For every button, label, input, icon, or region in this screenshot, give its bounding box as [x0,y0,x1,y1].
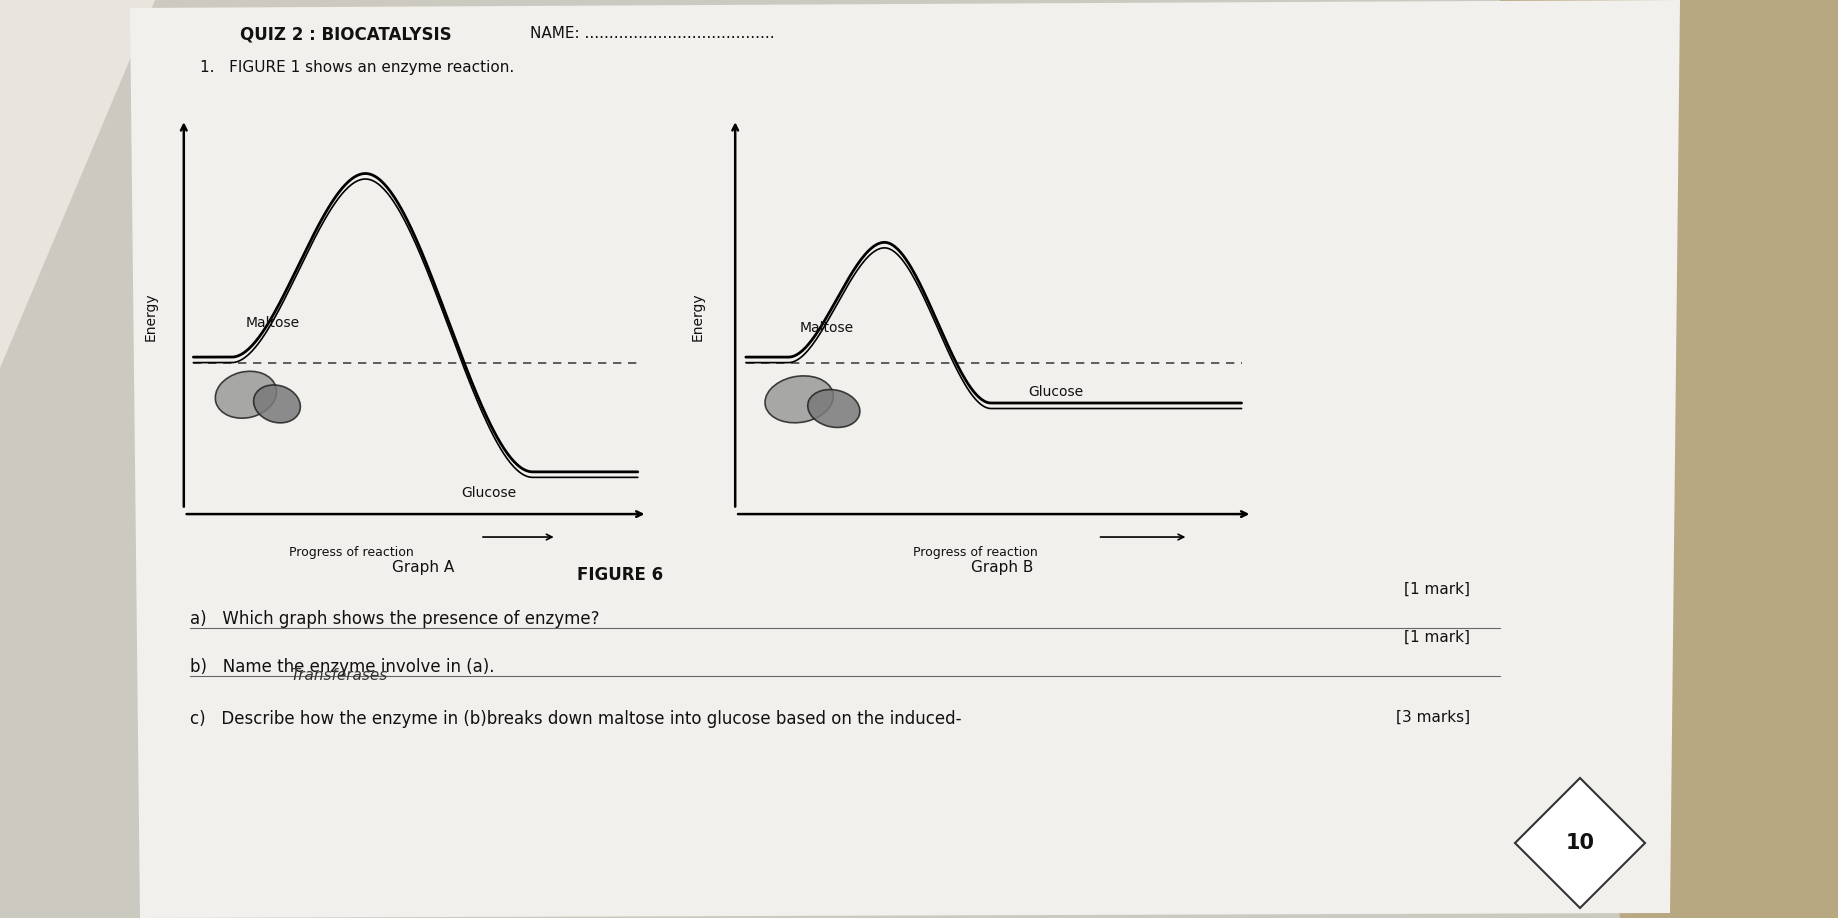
Text: Glucose: Glucose [461,487,516,500]
Text: [1 mark]: [1 mark] [1404,630,1470,645]
Text: Graph B: Graph B [970,560,1033,575]
Text: Graph A: Graph A [391,560,454,575]
Text: b)   Name the enzyme involve in (a).: b) Name the enzyme involve in (a). [189,658,494,676]
Ellipse shape [254,385,300,423]
Text: Energy: Energy [143,293,158,341]
Polygon shape [1500,0,1838,918]
Text: [1 mark]: [1 mark] [1404,582,1470,597]
Text: FIGURE 6: FIGURE 6 [577,566,664,584]
Text: Maltose: Maltose [800,321,853,335]
Text: Maltose: Maltose [246,317,300,330]
Text: Energy: Energy [691,293,706,341]
Ellipse shape [215,371,276,419]
Text: Progress of reaction: Progress of reaction [289,546,414,559]
Ellipse shape [765,375,833,423]
Text: a)   Which graph shows the presence of enzyme?: a) Which graph shows the presence of enz… [189,610,599,628]
Text: QUIZ 2 : BIOCATALYSIS: QUIZ 2 : BIOCATALYSIS [241,26,452,44]
Text: c)   Describe how the enzyme in (b)breaks down maltose into glucose based on the: c) Describe how the enzyme in (b)breaks … [189,710,961,728]
Text: Transferases: Transferases [290,668,388,683]
Text: 10: 10 [1566,833,1595,853]
Text: Progress of reaction: Progress of reaction [913,546,1037,559]
Text: NAME: .......................................: NAME: ..................................… [529,26,774,41]
Text: Glucose: Glucose [1029,386,1083,399]
Polygon shape [0,0,154,368]
Polygon shape [1515,778,1645,908]
Text: [3 marks]: [3 marks] [1395,710,1470,725]
Text: 1.   FIGURE 1 shows an enzyme reaction.: 1. FIGURE 1 shows an enzyme reaction. [200,60,515,75]
Ellipse shape [807,389,860,428]
Polygon shape [130,0,1680,918]
